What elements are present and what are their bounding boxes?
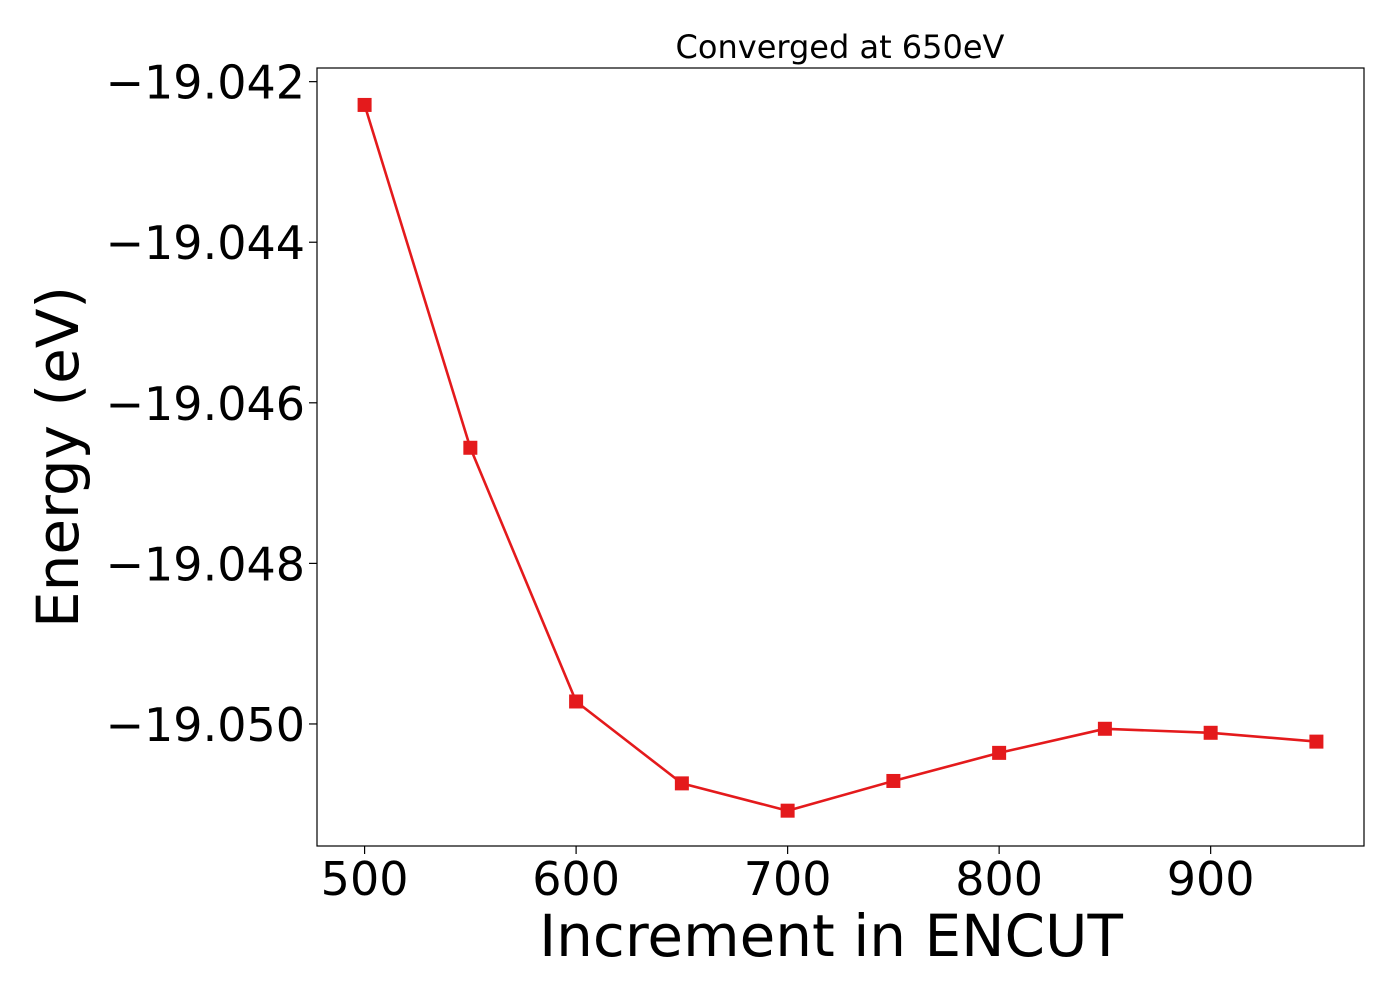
data-point-marker [463, 440, 478, 455]
y-tick-label: −19.044 [106, 216, 306, 270]
series-layer [357, 97, 1324, 818]
data-point-marker [1309, 734, 1324, 749]
y-axis: −19.042 −19.044 −19.046 −19.048 −19.050 [106, 56, 317, 752]
data-point-marker [780, 803, 795, 818]
x-tick-label: 900 [1167, 852, 1255, 906]
y-axis-title: Energy (eV) [24, 286, 92, 628]
y-tick-label: −19.048 [106, 537, 306, 591]
y-tick-label: −19.050 [106, 698, 306, 752]
x-tick-label: 800 [955, 852, 1043, 906]
x-tick-label: 500 [321, 852, 409, 906]
data-point-marker [1097, 721, 1112, 736]
x-tick-label: 600 [532, 852, 620, 906]
x-tick-label: 700 [744, 852, 832, 906]
y-tick-label: −19.046 [106, 377, 306, 431]
series-line [363, 104, 1317, 813]
data-point-marker [357, 97, 372, 112]
data-point-marker [1203, 725, 1218, 740]
y-tick-label: −19.042 [106, 56, 306, 110]
x-axis: 500 600 700 800 900 [321, 846, 1255, 906]
x-axis-title: Increment in ENCUT [539, 902, 1123, 970]
data-point-marker [992, 745, 1007, 760]
data-point-marker [674, 776, 689, 791]
plot-area [316, 67, 1365, 847]
chart-title: Converged at 650eV [676, 28, 1005, 66]
data-point-marker [886, 773, 901, 788]
data-point-marker [569, 694, 584, 709]
